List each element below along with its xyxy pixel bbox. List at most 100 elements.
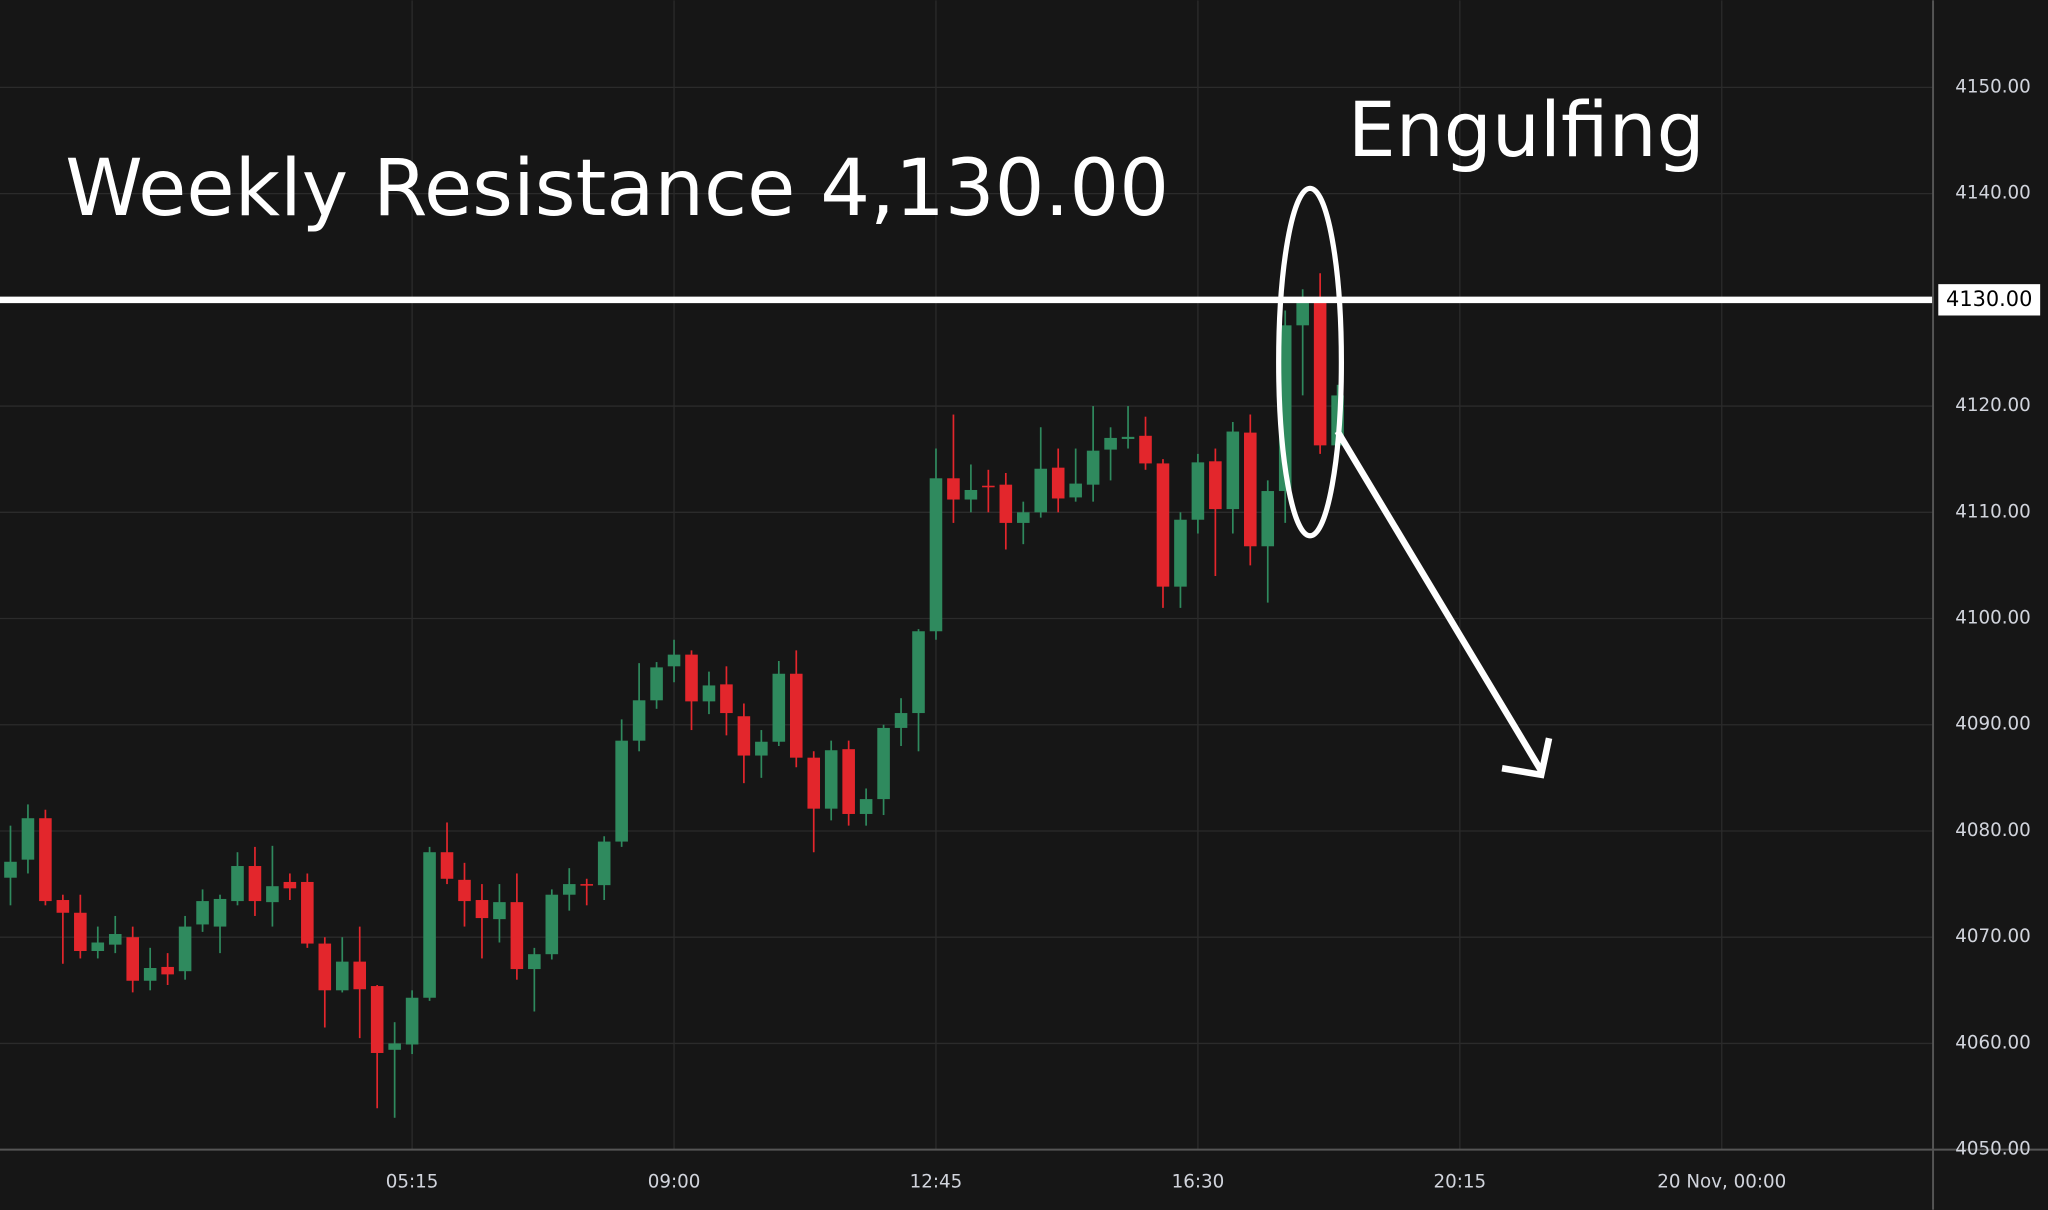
candle-body bbox=[56, 900, 70, 913]
candle-body bbox=[1121, 436, 1135, 439]
candle-body bbox=[1296, 303, 1309, 326]
candle-body bbox=[615, 740, 628, 842]
candle-body bbox=[1209, 461, 1222, 510]
chart-title: Weekly Resistance 4,130.00 bbox=[65, 143, 1169, 234]
y-tick-label: 4150.00 bbox=[1955, 76, 2031, 97]
candle-body bbox=[213, 898, 227, 927]
candle-body bbox=[964, 489, 978, 500]
y-tick-label: 4120.00 bbox=[1955, 395, 2031, 416]
candle-body bbox=[1086, 450, 1100, 485]
candle-body bbox=[580, 884, 594, 886]
highlight-ellipse bbox=[1276, 185, 1344, 539]
candle-body bbox=[458, 879, 471, 902]
candle-body bbox=[126, 937, 139, 981]
candle-body bbox=[266, 886, 279, 903]
y-tick-label: 4050.00 bbox=[1955, 1139, 2031, 1160]
candle-body bbox=[755, 741, 768, 756]
candle-body bbox=[772, 673, 786, 742]
x-tick-label: 20 Nov, 00:00 bbox=[1657, 1171, 1786, 1192]
y-tick-label: 4080.00 bbox=[1955, 820, 2031, 841]
candle-body bbox=[632, 700, 646, 741]
candle-body bbox=[720, 684, 733, 714]
y-tick-label: 4090.00 bbox=[1955, 714, 2031, 735]
arrow-shaft bbox=[1334, 429, 1545, 773]
candle-body bbox=[1139, 435, 1152, 464]
candle-body bbox=[999, 484, 1013, 523]
candle-body bbox=[301, 881, 314, 944]
candle-body bbox=[248, 866, 262, 902]
y-tick-label: 4060.00 bbox=[1955, 1032, 2031, 1053]
candle-body bbox=[877, 727, 890, 800]
candle-body bbox=[39, 818, 52, 902]
candle-body bbox=[4, 861, 17, 878]
candle-body bbox=[1069, 483, 1082, 498]
x-tick-label: 16:30 bbox=[1172, 1171, 1225, 1192]
candle-body bbox=[475, 900, 489, 919]
candle-body bbox=[650, 667, 663, 701]
candle-body bbox=[1051, 467, 1065, 499]
price-axis: 4050.00 4060.00 4070.00 4080.00 4090.00 4100.… bbox=[1938, 76, 2041, 1160]
y-tick-label: 4110.00 bbox=[1955, 501, 2031, 522]
candle-body bbox=[528, 954, 541, 970]
candle-body bbox=[1016, 512, 1030, 523]
candle-body bbox=[1313, 299, 1327, 446]
candle-body bbox=[597, 841, 611, 886]
candle-body bbox=[947, 478, 960, 500]
candle-body bbox=[1034, 468, 1048, 513]
candle-body bbox=[440, 852, 454, 879]
resistance-label-box bbox=[1938, 284, 2041, 316]
x-tick-label: 05:15 bbox=[386, 1171, 439, 1192]
candle-body bbox=[318, 943, 332, 991]
candle-body bbox=[161, 966, 174, 975]
y-tick-label: 4070.00 bbox=[1955, 926, 2031, 947]
candle-body bbox=[1174, 519, 1187, 587]
candle-body bbox=[1226, 431, 1240, 510]
candle-body bbox=[1244, 432, 1257, 547]
candle-body bbox=[894, 713, 908, 728]
time-axis: 05:15 09:00 12:45 16:30 20:15 20 Nov, 00:00 bbox=[386, 1171, 1786, 1192]
candle-body bbox=[982, 485, 995, 488]
arrow-head bbox=[1501, 737, 1553, 779]
candle-body bbox=[510, 902, 524, 970]
candle-body bbox=[143, 968, 157, 981]
candle-body bbox=[912, 631, 925, 714]
candle-body bbox=[1156, 463, 1170, 587]
x-tick-label: 12:45 bbox=[910, 1171, 963, 1192]
candle-body bbox=[545, 894, 559, 955]
candle-body bbox=[685, 654, 698, 702]
resistance-label: 4130.00 bbox=[1946, 287, 2032, 311]
candle-body bbox=[859, 799, 873, 814]
candle-body bbox=[1104, 437, 1117, 450]
candle-body bbox=[1261, 491, 1275, 547]
candle-body bbox=[929, 478, 943, 632]
candle-body bbox=[737, 716, 751, 756]
candle-body bbox=[91, 942, 105, 952]
candle-body bbox=[370, 986, 384, 1053]
candle-body bbox=[353, 961, 367, 990]
candle-body bbox=[405, 997, 419, 1045]
candle-body bbox=[824, 750, 838, 809]
annotation: Engulfing bbox=[1348, 86, 1705, 174]
candle-body bbox=[283, 881, 297, 889]
candle-body bbox=[842, 749, 855, 814]
candle-body bbox=[789, 673, 803, 758]
candle-body bbox=[178, 926, 192, 972]
candle-body bbox=[562, 884, 576, 895]
candle-body bbox=[493, 902, 506, 920]
candle-body bbox=[21, 818, 35, 860]
candle-body bbox=[1191, 462, 1205, 520]
candle-body bbox=[423, 852, 436, 998]
candle-body bbox=[335, 961, 349, 991]
x-tick-label: 20:15 bbox=[1434, 1171, 1487, 1192]
candle-body bbox=[108, 934, 122, 945]
candle-body bbox=[196, 901, 209, 925]
candle-body bbox=[807, 757, 821, 809]
x-tick-label: 09:00 bbox=[648, 1171, 701, 1192]
candle-body bbox=[388, 1043, 401, 1050]
candles bbox=[4, 273, 1344, 1118]
y-tick-label: 4100.00 bbox=[1955, 608, 2031, 629]
candle-body bbox=[231, 866, 244, 902]
